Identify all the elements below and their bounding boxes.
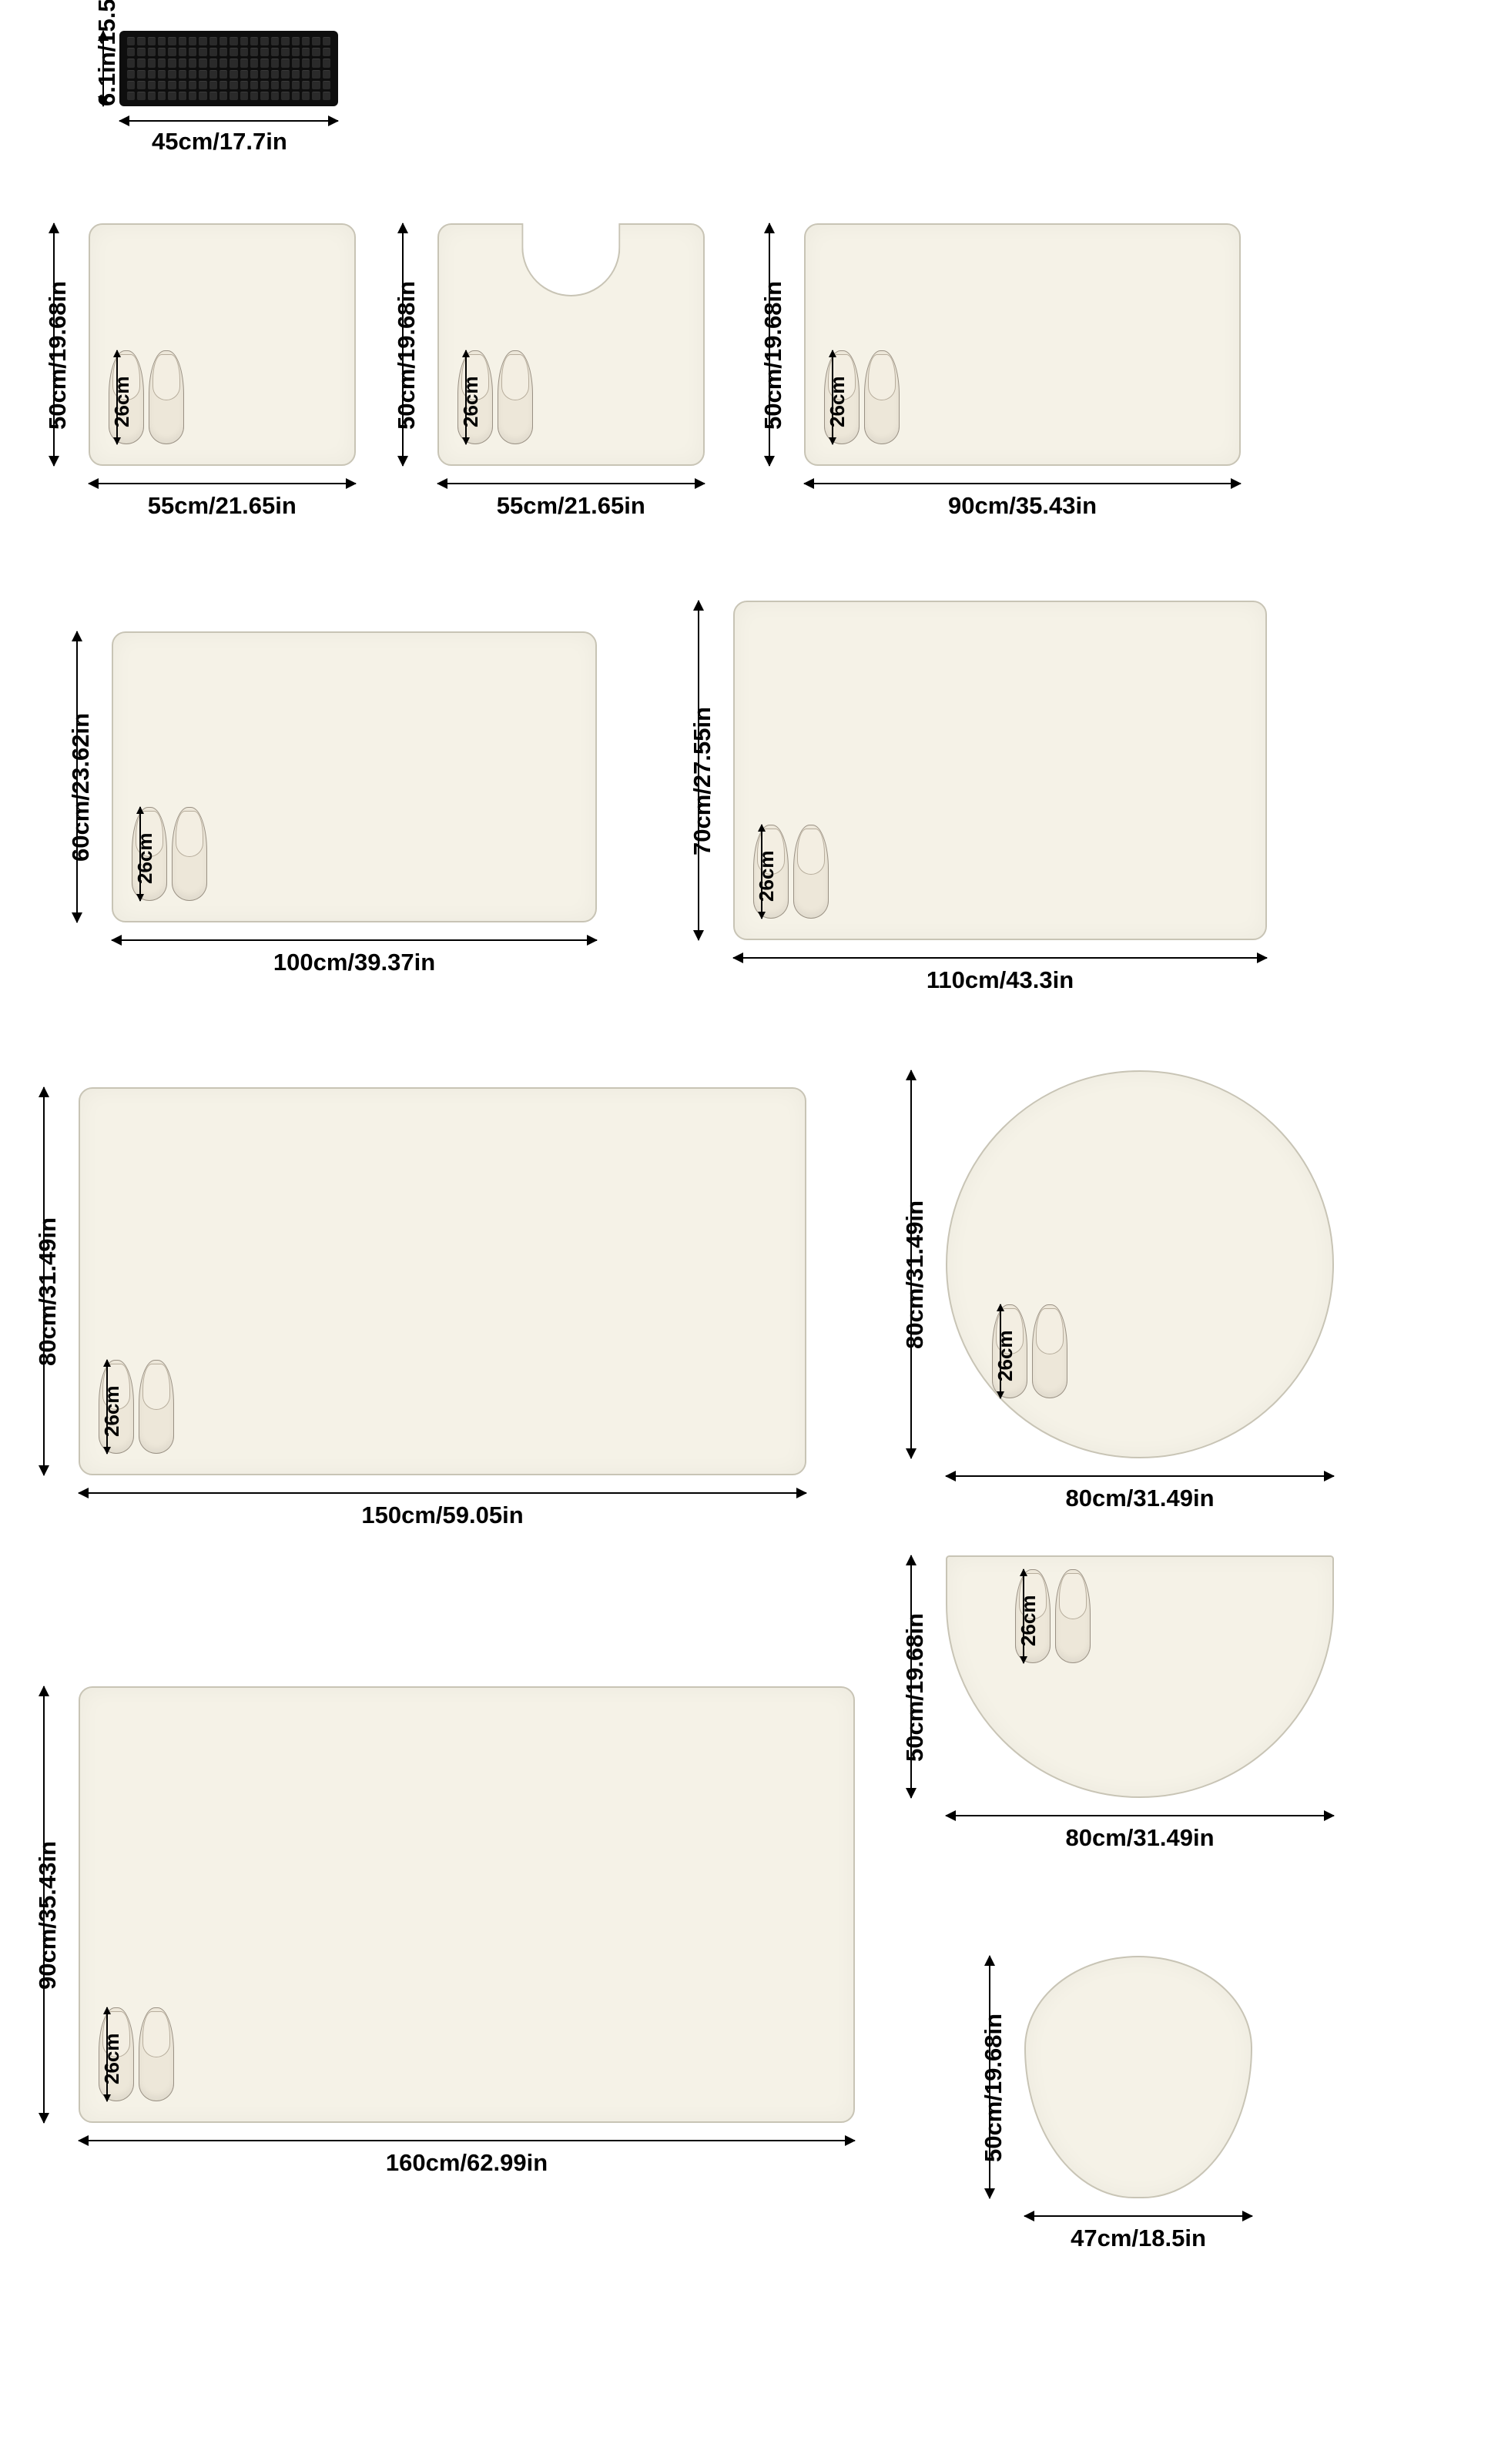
width-arrow xyxy=(946,1475,1334,1477)
mat-surface xyxy=(79,1087,806,1475)
slipper-right xyxy=(139,2007,174,2101)
mat-90x50: 26cm90cm/35.43in50cm/19.68in xyxy=(804,223,1241,466)
slipper-right xyxy=(1032,1304,1067,1398)
height-label: 50cm/19.68in xyxy=(759,280,787,429)
height-label: 80cm/31.49in xyxy=(34,1217,62,1366)
slipper-height-label: 26cm xyxy=(110,377,134,428)
height-label: 50cm/19.68in xyxy=(901,1612,929,1761)
width-arrow xyxy=(112,939,597,941)
mat-surface xyxy=(1024,1956,1252,2198)
width-arrow xyxy=(1024,2215,1252,2217)
mat-150x80: 26cm150cm/59.05in80cm/31.49in xyxy=(79,1087,806,1475)
slipper-right xyxy=(149,350,184,444)
width-arrow xyxy=(804,483,1241,484)
height-label: 50cm/19.68in xyxy=(980,2013,1007,2161)
slipper-height-label: 26cm xyxy=(1017,1595,1041,1647)
mat-80x50-half: 26cm80cm/31.49in50cm/19.68in xyxy=(946,1555,1334,1798)
mat-surface xyxy=(946,1070,1334,1458)
slipper-height-label: 26cm xyxy=(459,377,483,428)
width-arrow xyxy=(89,483,356,484)
width-label: 80cm/31.49in xyxy=(946,1485,1334,1512)
keyboard-height-label: 6.1in/15.5cm xyxy=(93,0,121,106)
slipper-right xyxy=(172,807,207,901)
mat-surface xyxy=(946,1555,1334,1798)
width-label: 150cm/59.05in xyxy=(79,1502,806,1529)
width-label: 90cm/35.43in xyxy=(804,492,1241,520)
slipper-right xyxy=(498,350,533,444)
width-label: 110cm/43.3in xyxy=(733,966,1267,994)
width-arrow xyxy=(79,2140,855,2141)
height-label: 60cm/23.62in xyxy=(67,713,95,862)
height-label: 50cm/19.68in xyxy=(44,280,72,429)
width-label: 47cm/18.5in xyxy=(1024,2225,1252,2252)
width-label: 80cm/31.49in xyxy=(946,1824,1334,1852)
mat-55x50-rect: 26cm55cm/21.65in50cm/19.68in xyxy=(89,223,356,466)
slipper-right xyxy=(793,825,829,919)
width-label: 100cm/39.37in xyxy=(112,949,597,976)
width-label: 55cm/21.65in xyxy=(89,492,356,520)
slipper-right xyxy=(864,350,900,444)
slipper-right xyxy=(1055,1569,1091,1663)
mat-47x50-lid: 47cm/18.5in50cm/19.68in xyxy=(1024,1956,1252,2198)
mat-surface xyxy=(79,1686,855,2123)
width-arrow xyxy=(946,1815,1334,1816)
slipper-height-label: 26cm xyxy=(755,851,779,902)
slipper-height-label: 26cm xyxy=(100,1386,124,1438)
slipper-height-label: 26cm xyxy=(100,2034,124,2085)
keyboard-illustration xyxy=(119,31,338,106)
mat-80-circle: 26cm80cm/31.49in80cm/31.49in xyxy=(946,1070,1334,1458)
slipper-height-label: 26cm xyxy=(133,833,157,885)
slipper-height-label: 26cm xyxy=(994,1331,1017,1382)
height-label: 50cm/19.68in xyxy=(393,280,421,429)
width-arrow xyxy=(437,483,705,484)
keyboard-width-label: 45cm/17.7in xyxy=(152,128,287,156)
height-label: 90cm/35.43in xyxy=(34,1840,62,1989)
keyboard-width-arrow xyxy=(119,120,338,122)
size-chart-canvas: 45cm/17.7in6.1in/15.5cm26cm55cm/21.65in5… xyxy=(0,0,1508,2464)
mat-110x70: 26cm110cm/43.3in70cm/27.55in xyxy=(733,601,1267,940)
width-arrow xyxy=(733,957,1267,959)
mat-160x90: 26cm160cm/62.99in90cm/35.43in xyxy=(79,1686,855,2123)
width-label: 160cm/62.99in xyxy=(79,2149,855,2177)
height-label: 70cm/27.55in xyxy=(689,706,716,855)
mat-100x60: 26cm100cm/39.37in60cm/23.62in xyxy=(112,631,597,922)
height-label: 80cm/31.49in xyxy=(901,1200,929,1349)
slipper-right xyxy=(139,1360,174,1454)
slipper-height-label: 26cm xyxy=(826,377,850,428)
width-arrow xyxy=(79,1492,806,1494)
reference-keyboard-block: 45cm/17.7in6.1in/15.5cm xyxy=(119,31,338,106)
width-label: 55cm/21.65in xyxy=(437,492,705,520)
mat-55x50-ushape: 26cm55cm/21.65in50cm/19.68in xyxy=(437,223,705,466)
